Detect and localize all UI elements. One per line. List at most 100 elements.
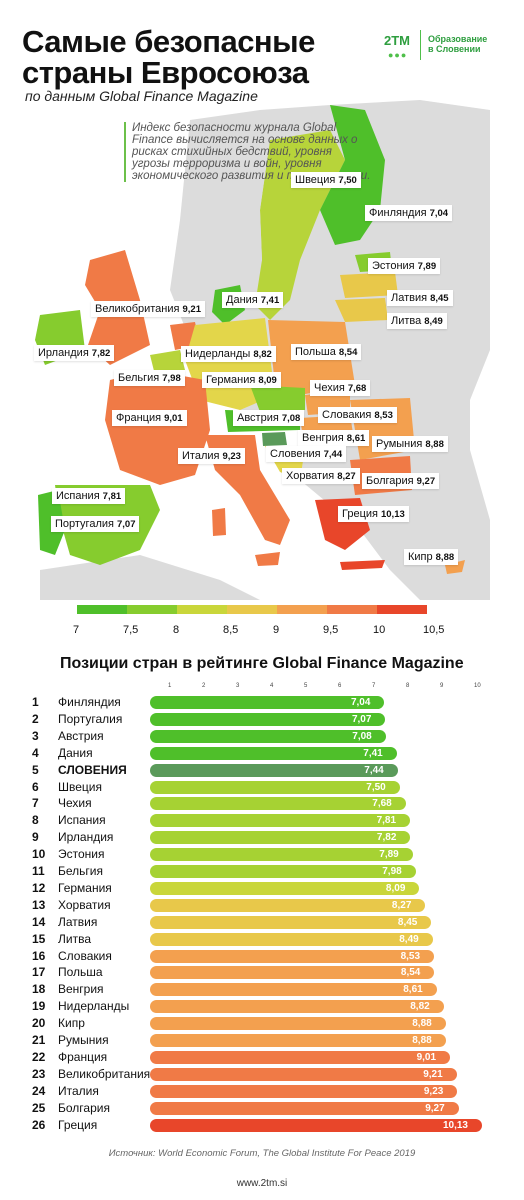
title-line-2: страны Евросоюза	[22, 55, 309, 90]
bar: 7,68	[150, 797, 406, 811]
map-label-value: 9,01	[164, 413, 183, 424]
map-label: Австрия 7,08	[233, 410, 305, 426]
bar-row: 2 Португалия 7,07	[0, 711, 524, 728]
bar-row: 21 Румыния 8,88	[0, 1032, 524, 1049]
rank-number: 19	[32, 999, 46, 1014]
bar-row: 14 Латвия 8,45	[0, 914, 524, 931]
map-label-value: 9,23	[222, 451, 241, 462]
bar-row: 12 Германия 8,09	[0, 880, 524, 897]
x-axis-tick: 9	[440, 683, 444, 689]
map-label-value: 7,81	[102, 491, 122, 502]
map-label-country: Словения	[270, 448, 321, 460]
rank-number: 8	[32, 813, 39, 828]
map-label: Хорватия 8,27	[282, 468, 360, 484]
bar: 7,44	[150, 763, 398, 777]
map-label-value: 7,07	[116, 519, 136, 530]
country-name: Греция	[58, 1117, 98, 1132]
map-label-value: 9,27	[416, 476, 436, 487]
map-label-value: 8,88	[425, 439, 444, 450]
map-label: Греция 10,13	[338, 506, 409, 522]
bar-value-label: 7,82	[376, 832, 397, 844]
bar: 7,08	[150, 729, 386, 743]
bar-row: 1 Финляндия 7,04	[0, 694, 524, 711]
bar-value-label: 7,07	[351, 713, 372, 725]
bar-row: 23 Великобритания 9,21	[0, 1066, 524, 1083]
x-axis-tick: 8	[406, 683, 410, 689]
scale-segment-2	[127, 605, 177, 614]
map-latvia	[340, 272, 398, 298]
rank-number: 13	[32, 897, 46, 912]
map-label: Польша 8,54	[291, 344, 362, 360]
map-label-country: Швеция	[295, 174, 336, 186]
bar: 7,41	[150, 746, 397, 760]
map-label: Литва 8,49	[387, 313, 447, 329]
rank-number: 7	[32, 796, 39, 811]
map-label-country: Финляндия	[369, 207, 427, 219]
scale-segment-3	[177, 605, 227, 614]
map-label-value: 8,45	[430, 293, 449, 304]
country-name: Польша	[58, 965, 103, 980]
country-name: Нидерланды	[58, 999, 130, 1014]
scale-tick-label: 9,5	[323, 624, 339, 636]
scale-tick-label: 8	[173, 624, 180, 636]
bar-row: 6 Швеция 7,50	[0, 779, 524, 796]
map-label-country: Болгария	[366, 475, 414, 487]
country-name: Ирландия	[58, 830, 114, 845]
map-label-value: 8,53	[374, 410, 393, 421]
map-france	[105, 370, 210, 485]
map-label-value: 7,89	[417, 261, 437, 272]
rank-number: 9	[32, 830, 39, 845]
bar: 8,09	[150, 881, 420, 895]
map-label-country: Италия	[182, 450, 220, 462]
bar-value-label: 9,01	[416, 1051, 437, 1063]
bar-value-label: 8,54	[400, 967, 421, 979]
bar-row: 26 Греция 10,13	[0, 1117, 524, 1134]
bar-row: 20 Кипр 8,88	[0, 1015, 524, 1032]
country-name: Швеция	[58, 779, 102, 794]
map-label: Венгрия 8,61	[298, 430, 370, 446]
bar-row: 25 Болгария 9,27	[0, 1100, 524, 1117]
bar: 9,27	[150, 1101, 459, 1115]
site-url: www.2tm.si	[236, 1178, 288, 1189]
rank-number: 6	[32, 779, 39, 794]
scale-segment-7	[377, 605, 427, 614]
map-label-country: Чехия	[314, 382, 345, 394]
country-name: СЛОВЕНИЯ	[58, 762, 127, 777]
country-name: Италия	[58, 1083, 99, 1098]
x-axis-tick: 7	[372, 683, 376, 689]
bar-row: 8 Испания 7,81	[0, 812, 524, 829]
rank-number: 5	[32, 762, 39, 777]
country-name: Латвия	[58, 914, 98, 929]
bar: 8,82	[150, 1000, 444, 1014]
page-title: Самые безопасные страны Евросоюза	[22, 26, 315, 88]
logo-mark: 2TM	[384, 33, 410, 48]
bar-value-label: 8,53	[400, 950, 421, 962]
map-czechia	[250, 385, 305, 412]
map-label-country: Польша	[295, 346, 336, 358]
country-name: Финляндия	[58, 695, 121, 709]
rank-number: 1	[32, 695, 39, 709]
rank-number: 16	[32, 948, 46, 963]
bar-row: 16 Словакия 8,53	[0, 948, 524, 965]
x-axis-tick: 3	[236, 683, 240, 689]
bar-row: 15 Литва 8,49	[0, 931, 524, 948]
bar: 7,98	[150, 865, 416, 878]
country-name: Болгария	[58, 1100, 110, 1115]
bar-row: 4 Дания 7,41	[0, 745, 524, 762]
map-label: Франция 9,01	[112, 410, 187, 426]
bar-row: 13 Хорватия 8,27	[0, 897, 524, 914]
map-label-value: 8,82	[253, 349, 272, 360]
bar: 7,04	[150, 696, 385, 709]
scale-tick-label: 10	[373, 624, 386, 636]
bar-value-label: 8,09	[385, 882, 406, 894]
scale-tick-label: 7	[73, 624, 80, 636]
rank-number: 18	[32, 982, 46, 997]
country-name: Венгрия	[58, 982, 104, 997]
bar: 9,01	[150, 1050, 451, 1064]
rank-number: 24	[32, 1083, 46, 1098]
rank-number: 22	[32, 1049, 46, 1064]
country-name: Кипр	[58, 1016, 85, 1031]
bar: 8,88	[150, 1017, 446, 1031]
bar: 7,82	[150, 831, 411, 845]
bar-value-label: 8,27	[391, 899, 412, 911]
